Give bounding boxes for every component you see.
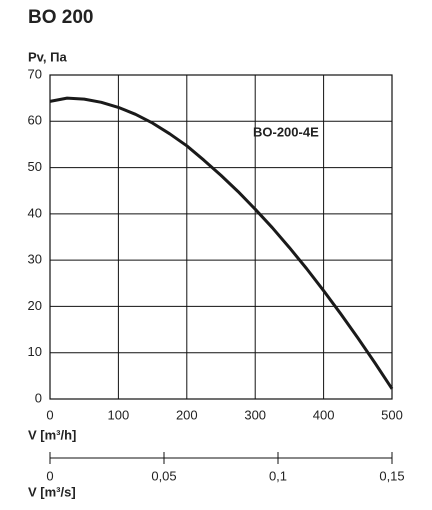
y-tick-label: 20 <box>28 298 42 313</box>
x-tick-label: 400 <box>313 407 335 422</box>
x-tick-label: 0 <box>46 407 53 422</box>
chart-title: BO 200 <box>28 7 93 28</box>
x2-tick-label: 0,1 <box>269 468 287 483</box>
y-tick-label: 70 <box>28 66 42 81</box>
y-axis-label: Pv, Па <box>28 49 68 64</box>
y-tick-label: 50 <box>28 159 42 174</box>
y-tick-label: 60 <box>28 113 42 128</box>
line-series <box>49 96 394 390</box>
x-tick-label: 300 <box>244 407 266 422</box>
x2-tick-label: 0,15 <box>379 468 404 483</box>
x2-axis-label: V [m³/s] <box>28 484 76 499</box>
y-tick-label: 10 <box>28 344 42 359</box>
series-label: BO-200-4E <box>253 124 319 139</box>
plot-frame <box>49 74 393 400</box>
x-tick-label: 200 <box>176 407 198 422</box>
y-tick-label: 40 <box>28 205 42 220</box>
y-tick-label: 30 <box>28 252 42 267</box>
x-tick-label: 500 <box>381 407 403 422</box>
x-axis-label: V [m³/h] <box>28 427 76 442</box>
y-tick-label: 0 <box>35 390 42 405</box>
x2-tick-label: 0 <box>46 468 53 483</box>
x2-tick-label: 0,05 <box>151 468 176 483</box>
x-tick-label: 100 <box>108 407 130 422</box>
